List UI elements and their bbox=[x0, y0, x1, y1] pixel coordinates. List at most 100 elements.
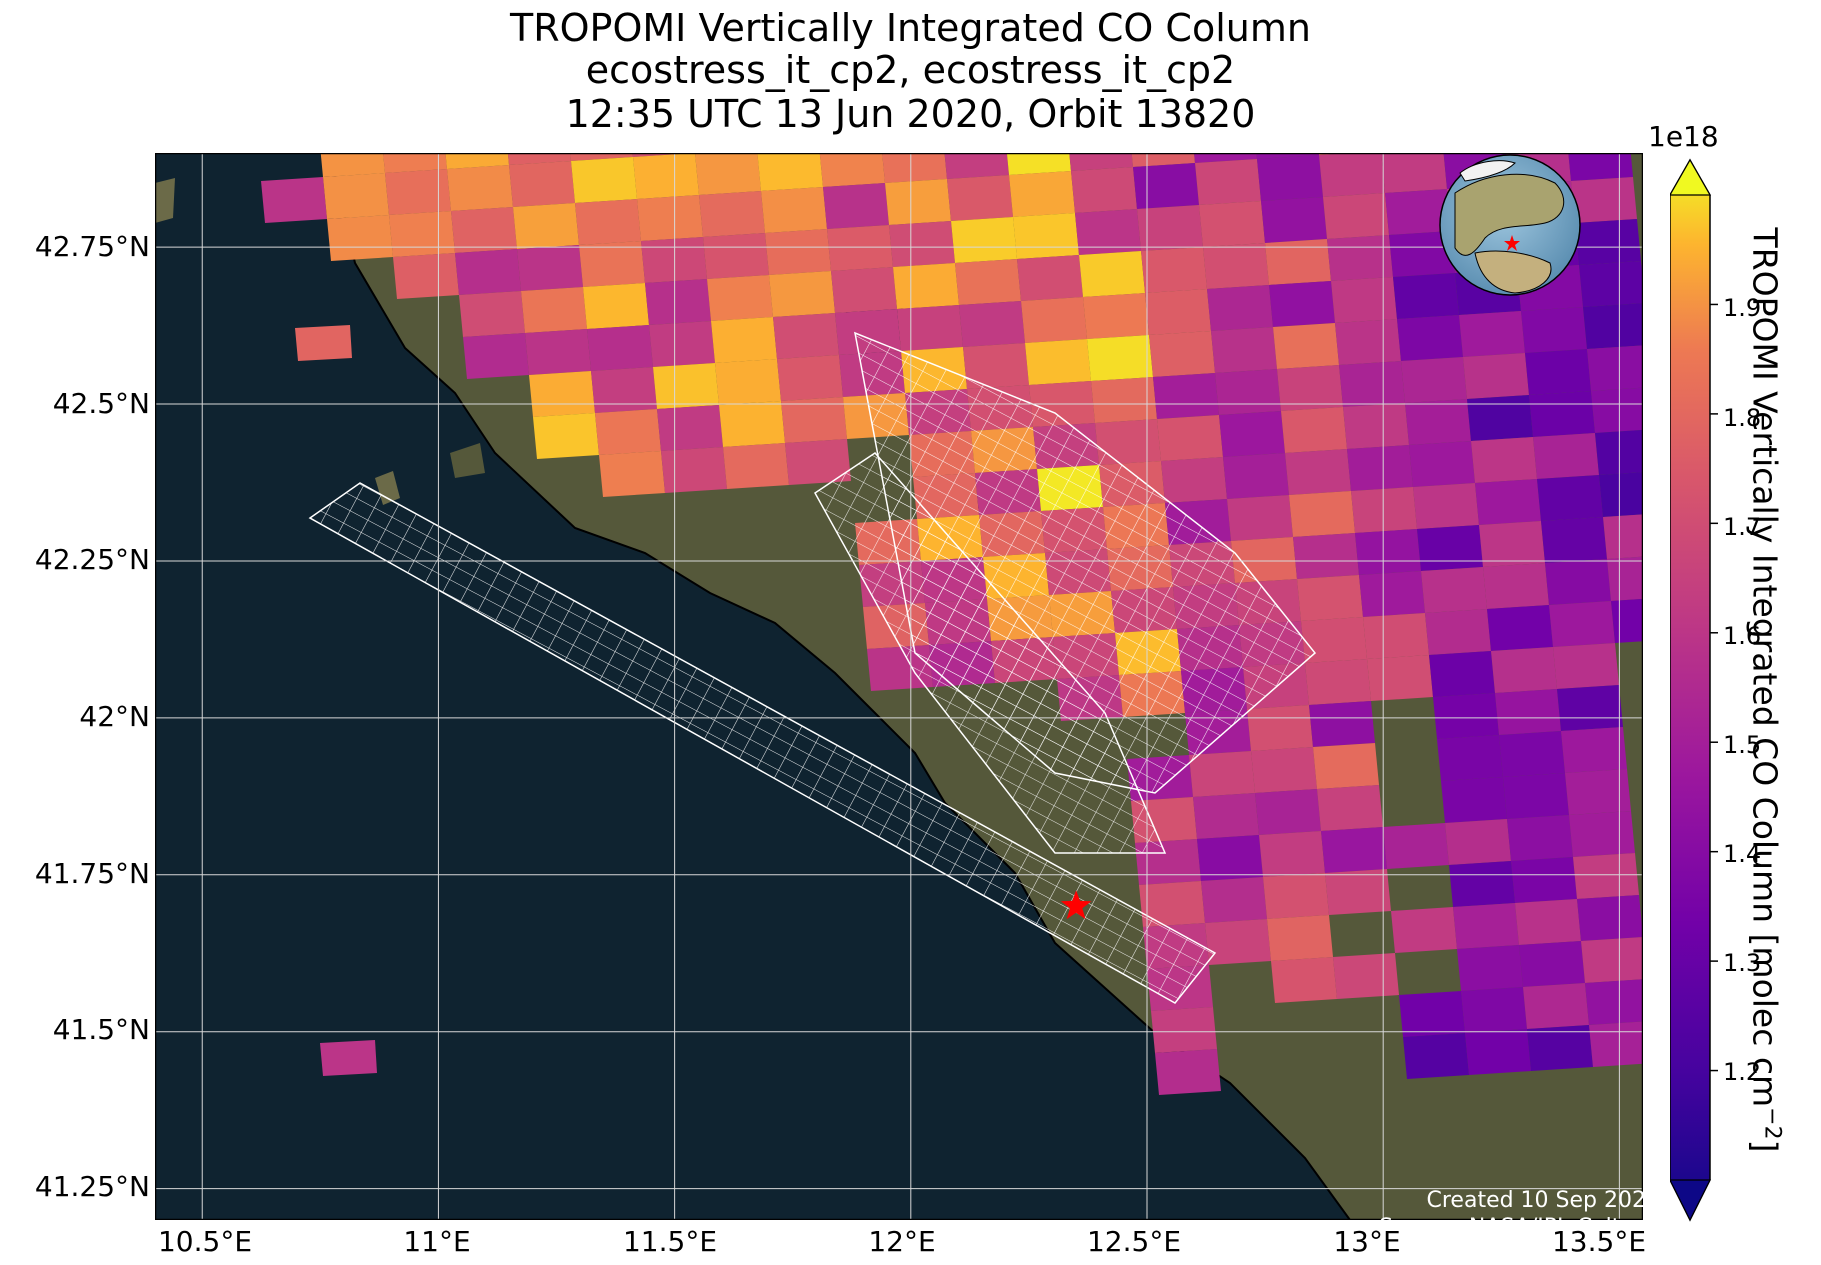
co-pixel bbox=[320, 153, 385, 177]
co-pixel bbox=[1359, 571, 1425, 617]
co-pixel bbox=[1561, 727, 1627, 773]
co-pixel bbox=[1351, 487, 1417, 533]
co-pixel bbox=[1425, 609, 1491, 655]
land-argentario bbox=[450, 443, 485, 478]
co-pixel bbox=[1433, 693, 1499, 739]
co-pixel bbox=[1385, 189, 1451, 235]
co-pixel bbox=[455, 249, 521, 295]
co-pixel bbox=[1327, 235, 1393, 281]
co-pixel bbox=[1095, 419, 1161, 465]
co-pixel bbox=[1405, 399, 1471, 445]
co-pixel bbox=[1189, 751, 1255, 797]
co-pixel bbox=[1545, 559, 1611, 605]
co-pixel bbox=[513, 203, 579, 249]
co-pixel bbox=[459, 291, 525, 337]
source-credit: Source: NASA/JPL-Caltech bbox=[1378, 1215, 1660, 1240]
co-pixel bbox=[893, 263, 959, 309]
co-pixel bbox=[1401, 357, 1467, 403]
co-pixel bbox=[1247, 705, 1313, 751]
co-pixel bbox=[1421, 567, 1487, 613]
co-pixel bbox=[1579, 261, 1643, 307]
co-pixel bbox=[507, 153, 571, 165]
co-pixel bbox=[393, 253, 459, 299]
co-pixel bbox=[1389, 231, 1455, 277]
co-pixel bbox=[1277, 365, 1343, 411]
co-pixel bbox=[723, 443, 789, 489]
co-pixel bbox=[963, 343, 1029, 389]
co-pixel bbox=[649, 321, 715, 367]
co-pixel bbox=[1199, 201, 1265, 247]
co-pixel bbox=[1471, 437, 1537, 483]
co-pixel bbox=[1261, 197, 1327, 243]
co-pixel bbox=[1194, 153, 1257, 163]
lon-tick-label: 13.5°E bbox=[1551, 1225, 1647, 1258]
co-pixel bbox=[1255, 789, 1321, 835]
lon-tick-label: 11°E bbox=[403, 1225, 471, 1258]
co-pixel bbox=[295, 325, 352, 361]
colorbar-title-end: ] bbox=[1745, 1139, 1785, 1153]
co-pixel bbox=[1325, 869, 1391, 915]
created-credit: Created 10 Sep 2024 bbox=[1426, 1188, 1661, 1213]
co-pixel bbox=[1503, 773, 1569, 819]
lat-tick-label: 42.75°N bbox=[34, 230, 150, 263]
co-pixel bbox=[1607, 556, 1643, 601]
co-pixel bbox=[599, 451, 665, 497]
co-pixel bbox=[1195, 159, 1261, 205]
co-pixel bbox=[1417, 525, 1483, 571]
co-pixel bbox=[1323, 193, 1389, 239]
co-pixel bbox=[1343, 403, 1409, 449]
lon-tick-label: 13°E bbox=[1333, 1225, 1401, 1258]
co-pixel bbox=[777, 355, 843, 401]
co-pixel bbox=[1263, 873, 1329, 919]
co-pixel bbox=[637, 195, 703, 241]
co-pixel bbox=[463, 333, 529, 379]
co-pixel bbox=[1519, 941, 1585, 987]
co-pixel bbox=[781, 397, 847, 443]
co-pixel bbox=[1397, 315, 1463, 361]
co-pixel bbox=[1161, 457, 1227, 503]
co-pixel bbox=[1429, 651, 1495, 697]
co-pixel bbox=[1393, 273, 1459, 319]
co-pixel bbox=[1549, 601, 1615, 647]
co-pixel bbox=[383, 153, 447, 173]
co-pixel bbox=[1529, 391, 1595, 437]
co-pixel bbox=[1367, 655, 1433, 701]
co-pixel bbox=[1537, 475, 1603, 521]
lat-tick-label: 42.5°N bbox=[52, 387, 150, 420]
co-pixel bbox=[1145, 289, 1211, 335]
co-pixel bbox=[699, 191, 765, 237]
co-pixel bbox=[885, 179, 951, 225]
co-pixel bbox=[1483, 563, 1549, 609]
co-pixel bbox=[1269, 281, 1335, 327]
co-pixel bbox=[773, 313, 839, 359]
co-pixel bbox=[1437, 735, 1503, 781]
co-pixel bbox=[529, 371, 595, 417]
co-pixel bbox=[1568, 153, 1633, 181]
co-pixel bbox=[1257, 155, 1323, 201]
colorbar-title: TROPOMI Vertically Integrated CO Column … bbox=[1720, 140, 1810, 1240]
co-pixel bbox=[823, 183, 889, 229]
co-pixel bbox=[882, 153, 947, 183]
co-pixel bbox=[570, 153, 633, 161]
lat-tick-label: 42°N bbox=[79, 700, 150, 733]
lat-tick-label: 41.25°N bbox=[34, 1170, 150, 1203]
co-pixel bbox=[1499, 731, 1565, 777]
co-pixel bbox=[1399, 991, 1465, 1037]
co-pixel bbox=[947, 175, 1013, 221]
co-pixel bbox=[1157, 415, 1223, 461]
co-pixel bbox=[1457, 945, 1523, 991]
co-pixel bbox=[1075, 209, 1141, 255]
co-pixel bbox=[1339, 361, 1405, 407]
map-panel[interactable] bbox=[155, 153, 1643, 1220]
colorbar-max-extend bbox=[1670, 158, 1712, 196]
co-pixel bbox=[1227, 495, 1293, 541]
co-pixel bbox=[1151, 1007, 1217, 1053]
co-pixel bbox=[517, 245, 583, 291]
co-pixel bbox=[587, 325, 653, 371]
co-pixel bbox=[1333, 953, 1399, 999]
co-pixel bbox=[1321, 827, 1387, 873]
co-pixel bbox=[575, 199, 641, 245]
star-icon bbox=[1060, 890, 1092, 920]
co-pixel bbox=[1285, 449, 1351, 495]
co-pixel bbox=[1495, 689, 1561, 735]
